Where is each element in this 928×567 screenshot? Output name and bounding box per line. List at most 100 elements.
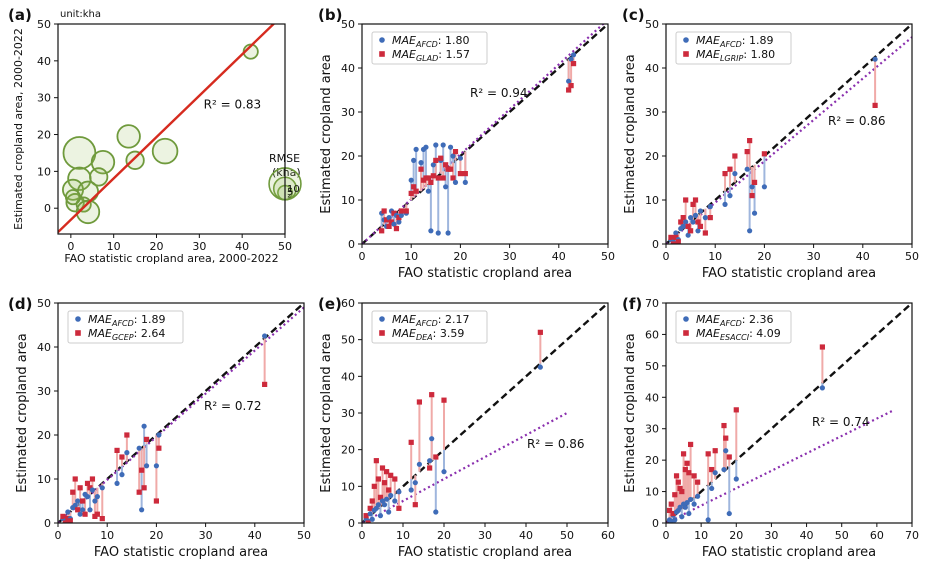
y-axis-label: Estimated cropland area bbox=[15, 333, 30, 492]
legend-mae: MAE bbox=[696, 34, 720, 47]
afcd-point bbox=[84, 494, 91, 500]
y-axis-label: Estimated cropland area bbox=[319, 333, 334, 492]
legend-entry: MAEESACCI: 4.09 bbox=[696, 327, 781, 342]
legend-sub: AFCD bbox=[415, 40, 438, 49]
afcd-point bbox=[418, 160, 424, 166]
y-tick-label: 0 bbox=[652, 517, 659, 530]
y-tick-label: 50 bbox=[341, 334, 355, 347]
product-point bbox=[84, 480, 91, 486]
afcd-point bbox=[114, 480, 120, 486]
x-axis-label: FAO statistic cropland area bbox=[398, 545, 572, 560]
legend-mae: MAE bbox=[392, 34, 416, 47]
y-tick-label: 40 bbox=[341, 62, 355, 75]
panel-label: (c) bbox=[622, 6, 645, 24]
product-point bbox=[433, 157, 439, 163]
x-tick-label: 40 bbox=[800, 529, 814, 542]
product-point bbox=[684, 460, 690, 466]
y-tick-label: 50 bbox=[645, 360, 659, 373]
legend-sub: GCEP bbox=[112, 333, 134, 342]
afcd-point bbox=[386, 215, 392, 221]
afcd-point bbox=[381, 502, 388, 508]
x-tick-label: 60 bbox=[601, 529, 615, 542]
legend-entry: MAEAFCD: 2.17 bbox=[392, 313, 470, 328]
legend-entry: MAEDEA: 3.59 bbox=[392, 327, 464, 342]
product-point bbox=[99, 516, 105, 522]
afcd-point bbox=[435, 230, 441, 236]
afcd-point bbox=[89, 487, 96, 493]
afcd-point bbox=[707, 204, 713, 210]
product-point bbox=[365, 520, 371, 523]
product-point bbox=[537, 329, 543, 335]
r2-annotation: R² = 0.86 bbox=[527, 437, 585, 451]
one-to-one-line bbox=[666, 24, 912, 244]
afcd-point bbox=[721, 466, 727, 473]
afcd-point bbox=[425, 188, 432, 194]
product-point bbox=[375, 476, 381, 482]
product-point bbox=[262, 381, 268, 387]
product-point bbox=[707, 215, 713, 221]
legend-mae: MAE bbox=[696, 48, 720, 61]
product-point bbox=[392, 476, 398, 482]
y-tick-label: 20 bbox=[645, 454, 659, 467]
x-tick-label: 0 bbox=[663, 250, 670, 263]
afcd-point bbox=[690, 219, 696, 225]
panel-f: (f) 0 10 20 30 40 50 60 70 0 10 20 30 40 50 60 70 FAO sta… bbox=[622, 295, 919, 560]
legend-mae: MAE bbox=[392, 313, 416, 326]
afcd-point bbox=[684, 499, 690, 506]
x-tick-label: 10 bbox=[396, 529, 410, 542]
bubble-point bbox=[151, 137, 179, 165]
r2-annotation: R² = 0.72 bbox=[204, 399, 262, 413]
afcd-point bbox=[396, 219, 402, 225]
y-tick-label: 10 bbox=[37, 473, 51, 486]
plot-area bbox=[666, 303, 912, 523]
legend-mae: MAE bbox=[88, 313, 112, 326]
x-tick-label: 40 bbox=[552, 250, 566, 263]
product-point bbox=[682, 466, 688, 473]
afcd-point bbox=[427, 458, 433, 464]
product-point bbox=[60, 513, 66, 519]
product-point bbox=[726, 454, 732, 460]
afcd-point bbox=[688, 215, 694, 221]
x-tick-label: 0 bbox=[359, 529, 366, 542]
x-axis-label: FAO statistic cropland area bbox=[398, 266, 572, 281]
afcd-point bbox=[440, 142, 446, 148]
legend-entry: MAELGRIP: 1.80 bbox=[696, 48, 775, 63]
y-tick-label: 10 bbox=[37, 165, 51, 178]
y-tick-label: 30 bbox=[37, 92, 51, 105]
product-point bbox=[381, 208, 387, 214]
product-point bbox=[697, 223, 704, 229]
legend-entry: MAEAFCD: 1.89 bbox=[696, 34, 774, 49]
legend-mae: MAE bbox=[392, 48, 416, 61]
y-tick-label: 40 bbox=[37, 341, 51, 354]
y-tick-label: 50 bbox=[341, 18, 355, 31]
plot-area bbox=[58, 24, 276, 234]
product-point bbox=[124, 432, 130, 438]
product-point bbox=[566, 87, 572, 93]
afcd-point bbox=[732, 171, 738, 177]
y-tick-label: 10 bbox=[341, 194, 355, 207]
product-point bbox=[384, 217, 390, 223]
product-point bbox=[398, 208, 404, 214]
afcd-point bbox=[262, 333, 268, 339]
bubble-point bbox=[116, 124, 141, 149]
product-point bbox=[82, 511, 88, 517]
legend-marker-afcd bbox=[379, 37, 385, 43]
x-tick-label: 0 bbox=[663, 529, 670, 542]
legend-entry: MAEAFCD: 1.80 bbox=[392, 34, 470, 49]
product-point bbox=[712, 448, 718, 454]
product-point bbox=[89, 476, 96, 482]
product-point bbox=[733, 407, 739, 413]
afcd-point bbox=[749, 184, 755, 190]
product-point bbox=[680, 215, 686, 221]
legend-value: : 3.59 bbox=[433, 327, 465, 340]
product-point bbox=[367, 505, 373, 511]
product-point bbox=[666, 507, 673, 514]
product-point bbox=[156, 445, 162, 451]
afcd-point bbox=[570, 52, 577, 58]
product-point bbox=[686, 470, 692, 476]
x-tick-label: 20 bbox=[453, 250, 467, 263]
y-tick-label: 30 bbox=[341, 407, 355, 420]
product-point bbox=[379, 465, 386, 471]
one-to-one-line bbox=[362, 303, 608, 523]
y-tick-label: 50 bbox=[37, 297, 51, 310]
